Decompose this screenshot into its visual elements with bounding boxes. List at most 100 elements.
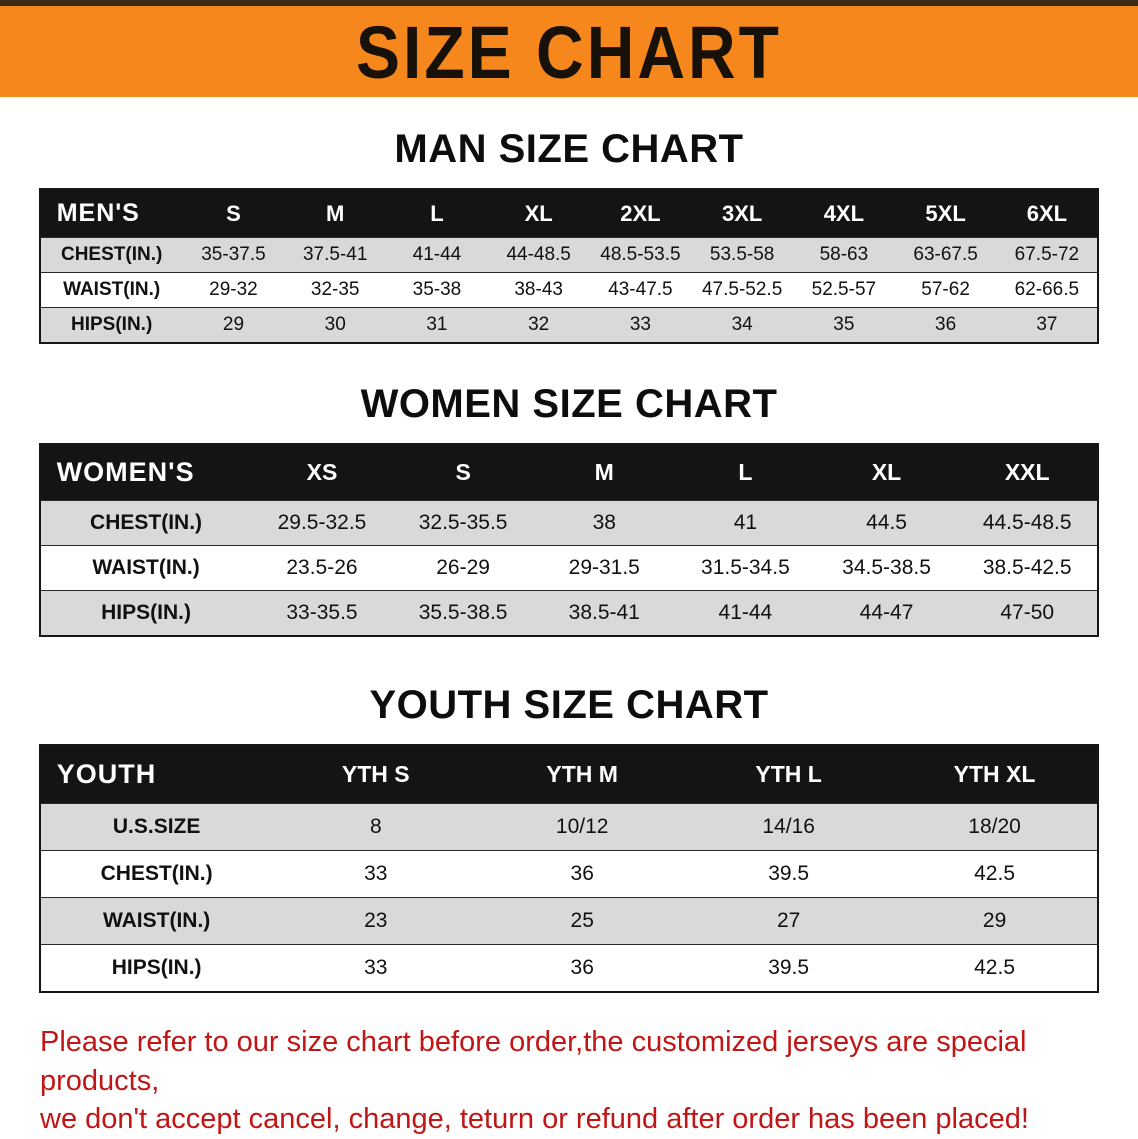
size-value-cell: 35.5-38.5 bbox=[418, 601, 508, 624]
size-value-cell: 26-29 bbox=[436, 556, 490, 579]
youth-size-section: YOUTH SIZE CHART YOUTH YTH S YTH M YTH L YTH… bbox=[0, 683, 1138, 993]
size-value-cell: 37.5-41 bbox=[302, 244, 368, 265]
size-column-header: XXL bbox=[1004, 459, 1050, 485]
row-label: HIPS(IN.) bbox=[101, 601, 191, 624]
men-table-body: CHEST(IN.) 35-37.5 37.5-41 41-44 44-48.5 48.5… bbox=[39, 237, 1099, 343]
size-value-cell: 58-63 bbox=[819, 244, 869, 265]
row-label: CHEST(IN.) bbox=[60, 244, 163, 265]
size-value-cell: 44-48.5 bbox=[506, 244, 571, 265]
size-column-header: S bbox=[455, 459, 471, 485]
size-value-cell: 29 bbox=[982, 909, 1007, 932]
men-size-table: MEN'S S M L XL 2XL 3XL 4XL 5XL 6XL CHEST(IN.) 35-3… bbox=[38, 188, 1100, 344]
measurement-row: CHEST(IN.) 35-37.5 37.5-41 41-44 44-48.5 48.5… bbox=[39, 237, 1099, 273]
size-value-cell: 57-62 bbox=[921, 279, 970, 300]
size-column-header: 3XL bbox=[721, 200, 763, 226]
row-label: WAIST(IN.) bbox=[63, 279, 161, 300]
measurement-row: WAIST(IN.) 23 25 27 29 bbox=[39, 897, 1099, 945]
measurement-row: HIPS(IN.) 33-35.5 35.5-38.5 38.5-41 41-44 44-… bbox=[39, 590, 1099, 636]
size-value-cell: 44.5-48.5 bbox=[982, 511, 1072, 534]
table-title-cell: WOMEN'S bbox=[56, 457, 195, 487]
size-value-cell: 42.5 bbox=[974, 862, 1015, 885]
size-value-cell: 8 bbox=[369, 815, 382, 838]
banner: SIZE CHART bbox=[0, 0, 1138, 97]
size-value-cell: 36 bbox=[570, 862, 594, 885]
size-value-cell: 27 bbox=[776, 909, 801, 932]
size-column-header: 6XL bbox=[1026, 200, 1068, 226]
size-value-cell: 14/16 bbox=[762, 815, 815, 838]
size-value-cell: 33-35.5 bbox=[286, 601, 358, 624]
size-value-cell: 37 bbox=[1036, 314, 1058, 335]
size-value-cell: 42.5 bbox=[974, 956, 1015, 979]
size-value-cell: 29 bbox=[222, 314, 245, 335]
measurement-row: HIPS(IN.) 29 30 31 32 33 34 35 36 37 bbox=[39, 307, 1099, 343]
men-size-section: MAN SIZE CHART MEN'S S M L XL 2XL 3XL 4XL 5XL 6XL… bbox=[0, 127, 1138, 344]
row-label: WAIST(IN.) bbox=[92, 556, 200, 579]
table-title-cell: MEN'S bbox=[56, 199, 140, 227]
header-row: YOUTH YTH S YTH M YTH L YTH XL bbox=[39, 745, 1099, 804]
men-section-heading: MAN SIZE CHART bbox=[394, 127, 744, 171]
measurement-row: U.S.SIZE 8 10/12 14/16 18/20 bbox=[39, 803, 1099, 851]
size-value-cell: 62-66.5 bbox=[1014, 279, 1080, 300]
size-column-header: 5XL bbox=[925, 200, 966, 226]
measurement-row: CHEST(IN.) 29.5-32.5 32.5-35.5 38 41 44.5 44.5… bbox=[39, 500, 1099, 546]
size-value-cell: 35 bbox=[833, 314, 855, 335]
size-value-cell: 30 bbox=[324, 314, 346, 335]
size-value-cell: 41 bbox=[733, 511, 758, 534]
size-value-cell: 41-44 bbox=[718, 601, 773, 624]
notice-line-2: we don't accept cancel, change, teturn o… bbox=[40, 1103, 1029, 1136]
footer-notice: Please refer to our size chart before or… bbox=[40, 1023, 1098, 1139]
row-label: HIPS(IN.) bbox=[71, 314, 153, 335]
youth-section-heading: YOUTH SIZE CHART bbox=[369, 683, 769, 727]
size-column-header: XS bbox=[306, 459, 338, 485]
size-value-cell: 52.5-57 bbox=[811, 279, 877, 300]
size-value-cell: 48.5-53.5 bbox=[600, 244, 681, 265]
women-table-body: CHEST(IN.) 29.5-32.5 32.5-35.5 38 41 44.5 44.5… bbox=[39, 500, 1099, 636]
size-value-cell: 47.5-52.5 bbox=[701, 279, 783, 300]
size-value-cell: 38.5-41 bbox=[568, 601, 640, 624]
measurement-row: HIPS(IN.) 33 36 39.5 42.5 bbox=[39, 944, 1099, 993]
women-size-table: WOMEN'S XS S M L XL XXL CHEST(IN.) 29.5-32.5 32.… bbox=[38, 443, 1100, 637]
size-value-cell: 31.5-34.5 bbox=[701, 556, 790, 579]
size-value-cell: 32-35 bbox=[310, 279, 360, 300]
measurement-row: WAIST(IN.) 29-32 32-35 35-38 38-43 43-47.5 47.… bbox=[39, 272, 1099, 308]
size-value-cell: 29.5-32.5 bbox=[277, 511, 367, 534]
size-value-cell: 36 bbox=[935, 314, 957, 335]
header-row: MEN'S S M L XL 2XL 3XL 4XL 5XL 6XL bbox=[39, 189, 1099, 238]
header-row: WOMEN'S XS S M L XL XXL bbox=[39, 444, 1099, 501]
size-column-header: L bbox=[738, 459, 753, 485]
row-label: HIPS(IN.) bbox=[111, 956, 202, 979]
size-column-header: 4XL bbox=[823, 200, 865, 226]
measurement-row: WAIST(IN.) 23.5-26 26-29 29-31.5 31.5-34.5 34… bbox=[39, 545, 1099, 591]
size-column-header: M bbox=[594, 459, 614, 485]
size-column-header: YTH L bbox=[755, 761, 822, 787]
row-label: U.S.SIZE bbox=[112, 815, 201, 838]
size-value-cell: 33 bbox=[364, 862, 388, 885]
size-value-cell: 32 bbox=[528, 314, 550, 335]
size-value-cell: 63-67.5 bbox=[913, 244, 978, 265]
size-value-cell: 33 bbox=[629, 314, 651, 335]
size-value-cell: 44-47 bbox=[859, 601, 914, 624]
women-table-head: WOMEN'S XS S M L XL XXL bbox=[39, 444, 1099, 501]
size-value-cell: 34 bbox=[731, 314, 753, 335]
size-value-cell: 43-47.5 bbox=[608, 279, 673, 300]
size-column-header: YTH XL bbox=[953, 761, 1036, 787]
size-value-cell: 41-44 bbox=[412, 244, 462, 265]
size-value-cell: 38 bbox=[592, 511, 616, 534]
size-value-cell: 35-38 bbox=[412, 279, 462, 300]
size-value-cell: 39.5 bbox=[768, 862, 810, 885]
size-value-cell: 33 bbox=[364, 956, 388, 979]
size-value-cell: 67.5-72 bbox=[1014, 244, 1080, 265]
women-size-section: WOMEN SIZE CHART WOMEN'S XS S M L XL XXL CHEST… bbox=[0, 382, 1138, 637]
size-column-header: YTH M bbox=[546, 761, 618, 787]
size-value-cell: 36 bbox=[570, 956, 594, 979]
size-value-cell: 18/20 bbox=[968, 815, 1021, 838]
row-label: CHEST(IN.) bbox=[90, 511, 203, 534]
youth-table-head: YOUTH YTH S YTH M YTH L YTH XL bbox=[39, 745, 1099, 804]
youth-table-body: U.S.SIZE 8 10/12 14/16 18/20 CHEST(IN.) 33 36 39… bbox=[39, 803, 1099, 993]
size-value-cell: 32.5-35.5 bbox=[418, 511, 508, 534]
size-value-cell: 47-50 bbox=[1000, 601, 1055, 624]
size-value-cell: 38-43 bbox=[514, 279, 563, 300]
size-value-cell: 44.5 bbox=[866, 511, 907, 534]
size-value-cell: 35-37.5 bbox=[201, 244, 266, 265]
size-value-cell: 39.5 bbox=[768, 956, 810, 979]
